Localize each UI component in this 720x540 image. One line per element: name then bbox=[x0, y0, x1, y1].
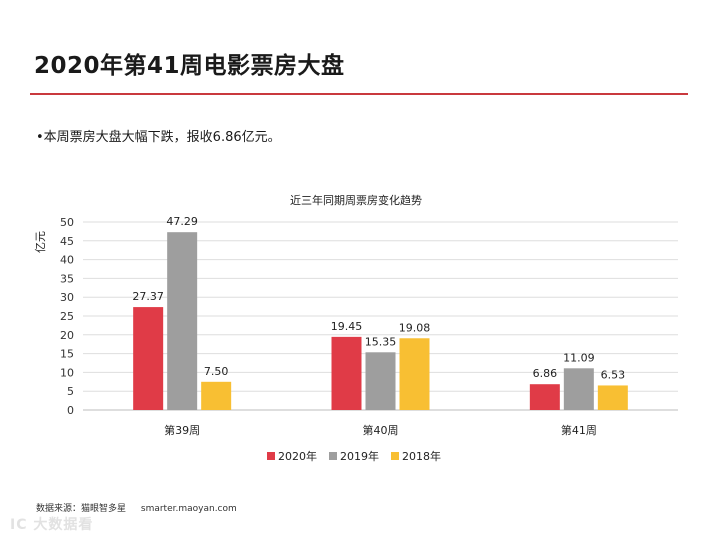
y-tick-label: 5 bbox=[67, 385, 74, 398]
bar-2018年-第39周 bbox=[201, 381, 232, 410]
y-tick-label: 35 bbox=[60, 272, 74, 285]
y-tick-label: 15 bbox=[60, 348, 74, 361]
legend-swatch bbox=[329, 452, 337, 460]
legend-label: 2019年 bbox=[340, 449, 379, 463]
bar-value-label: 19.08 bbox=[399, 321, 431, 334]
legend-label: 2020年 bbox=[278, 449, 317, 463]
summary-bullet: •本周票房大盘大幅下跌，报收6.86亿元。 bbox=[36, 130, 281, 145]
chart-title: 近三年同期周票房变化趋势 bbox=[290, 193, 422, 207]
y-tick-label: 30 bbox=[60, 291, 74, 304]
title-divider bbox=[30, 93, 688, 95]
x-tick-labels: 第39周 第40周 第41周 bbox=[164, 423, 597, 437]
bar-value-label: 7.50 bbox=[204, 365, 229, 378]
x-tick-label: 第39周 bbox=[164, 423, 200, 437]
y-tick-label: 20 bbox=[60, 329, 74, 342]
bar-value-label: 47.29 bbox=[166, 215, 198, 228]
bar-2020年-第41周 bbox=[529, 384, 560, 410]
legend-label: 2018年 bbox=[402, 449, 441, 463]
y-tick-label: 25 bbox=[60, 310, 74, 323]
source-url: smarter.maoyan.com bbox=[140, 504, 237, 514]
page-title: 2020年第41周电影票房大盘 bbox=[34, 53, 345, 79]
y-tick-label: 50 bbox=[60, 216, 74, 229]
data-source: 数据来源：猫眼智多星 smarter.maoyan.com bbox=[36, 501, 249, 514]
bar-value-label: 15.35 bbox=[365, 335, 397, 348]
bar-2018年-第40周 bbox=[399, 338, 430, 410]
y-axis-label: 亿元 bbox=[34, 231, 47, 253]
bar-2018年-第41周 bbox=[597, 385, 628, 410]
bar-value-label: 27.37 bbox=[132, 290, 164, 303]
y-tick-label: 0 bbox=[67, 404, 74, 417]
y-tick-label: 40 bbox=[60, 254, 74, 267]
bar-value-label: 6.53 bbox=[601, 368, 626, 381]
y-tick-label: 10 bbox=[60, 366, 74, 379]
legend-swatch bbox=[391, 452, 399, 460]
bar-value-label: 19.45 bbox=[331, 320, 363, 333]
bar-2019年-第40周 bbox=[365, 352, 396, 410]
watermark: IC 大数据看 bbox=[10, 517, 94, 533]
source-label: 数据来源：猫眼智多星 bbox=[36, 504, 127, 514]
bar-value-label: 6.86 bbox=[533, 367, 558, 380]
bar-value-label: 11.09 bbox=[563, 351, 595, 364]
bar-2020年-第40周 bbox=[331, 336, 362, 410]
bar-2020年-第39周 bbox=[133, 307, 164, 410]
bar-2019年-第41周 bbox=[563, 368, 594, 410]
bars bbox=[133, 232, 628, 410]
y-tick-labels: 0 5 10 15 20 25 30 35 40 45 50 bbox=[60, 216, 74, 417]
bar-2019年-第39周 bbox=[167, 232, 198, 410]
legend: 2020年 2019年 2018年 bbox=[267, 449, 441, 463]
y-tick-label: 45 bbox=[60, 235, 74, 248]
legend-swatch bbox=[267, 452, 275, 460]
x-tick-label: 第41周 bbox=[561, 423, 597, 437]
x-tick-label: 第40周 bbox=[363, 423, 399, 437]
